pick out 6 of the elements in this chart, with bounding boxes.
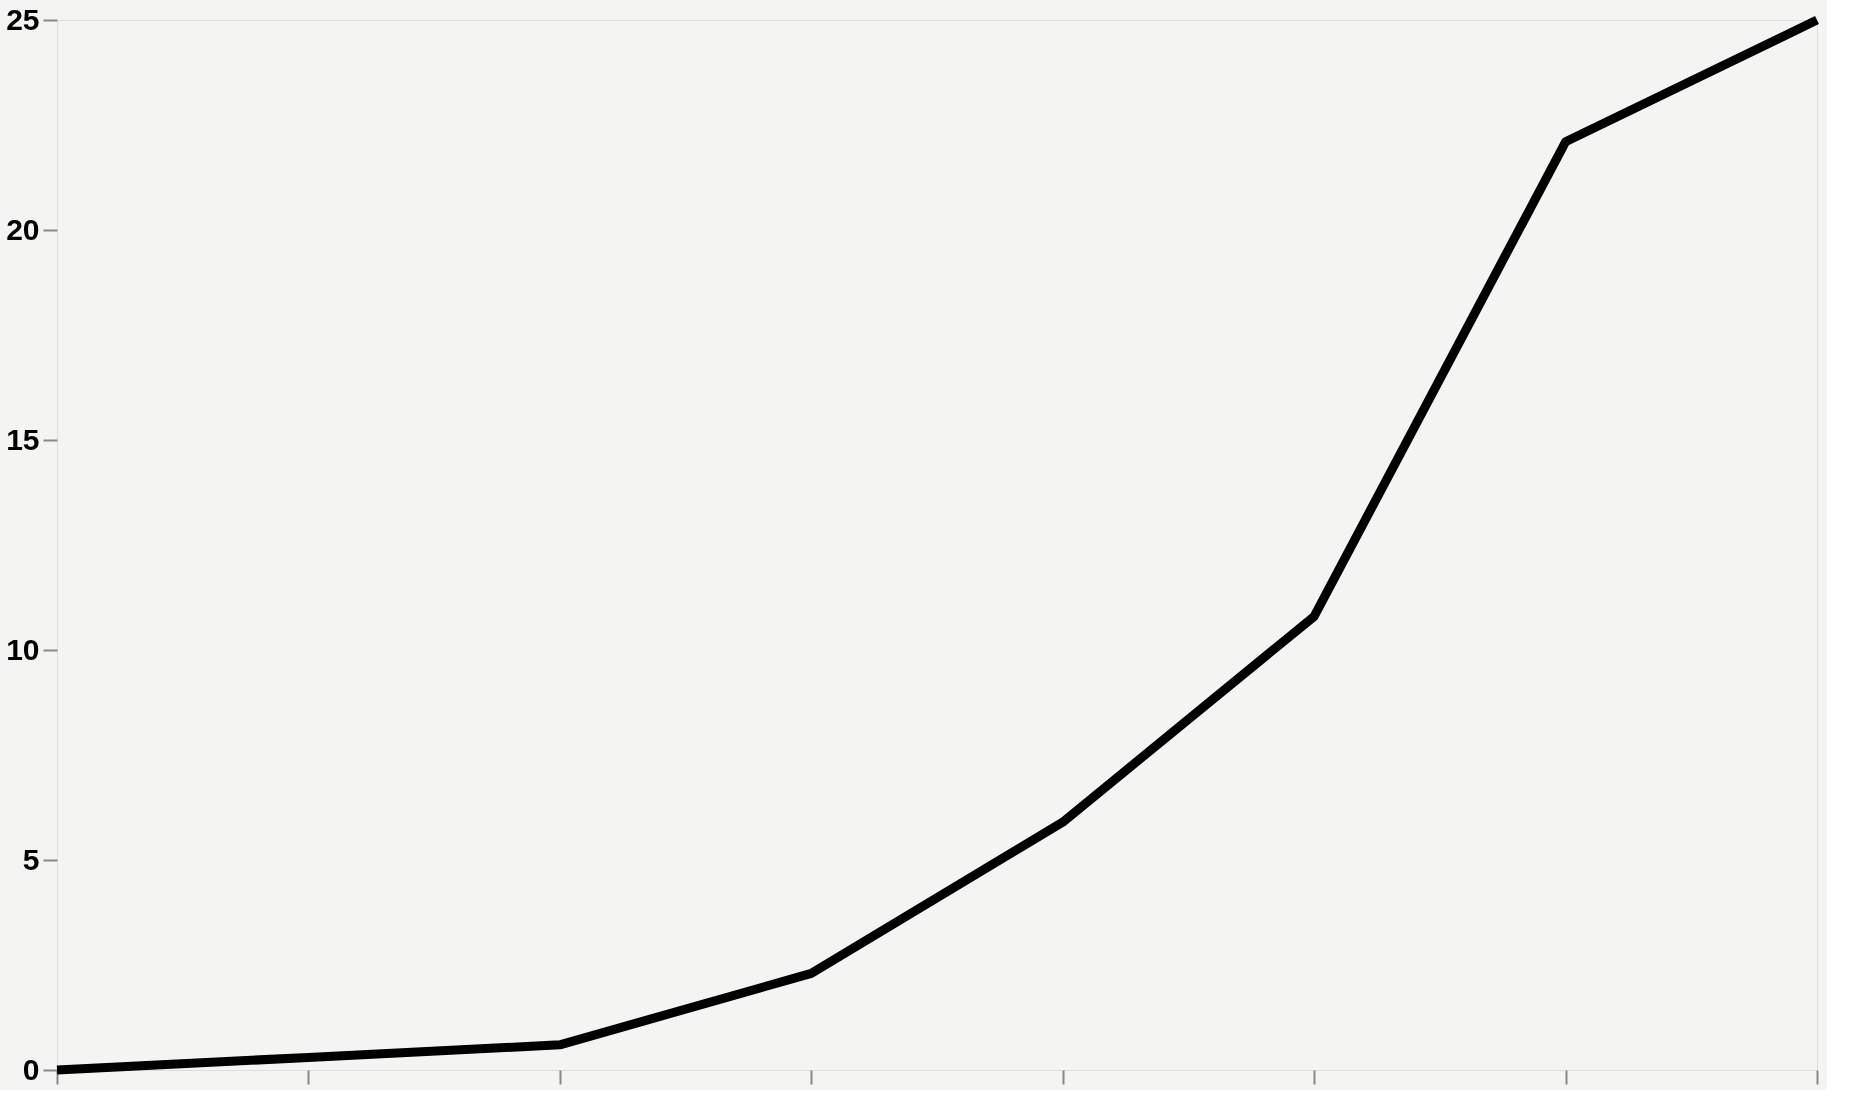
y-tick-label: 5 [22,842,40,876]
y-tick-label: 0 [22,1052,40,1086]
y-tick-label: 20 [6,212,40,246]
y-tick-label: 15 [6,422,40,456]
y-tick-label: 10 [6,632,40,666]
y-tick-label: 25 [6,2,40,36]
